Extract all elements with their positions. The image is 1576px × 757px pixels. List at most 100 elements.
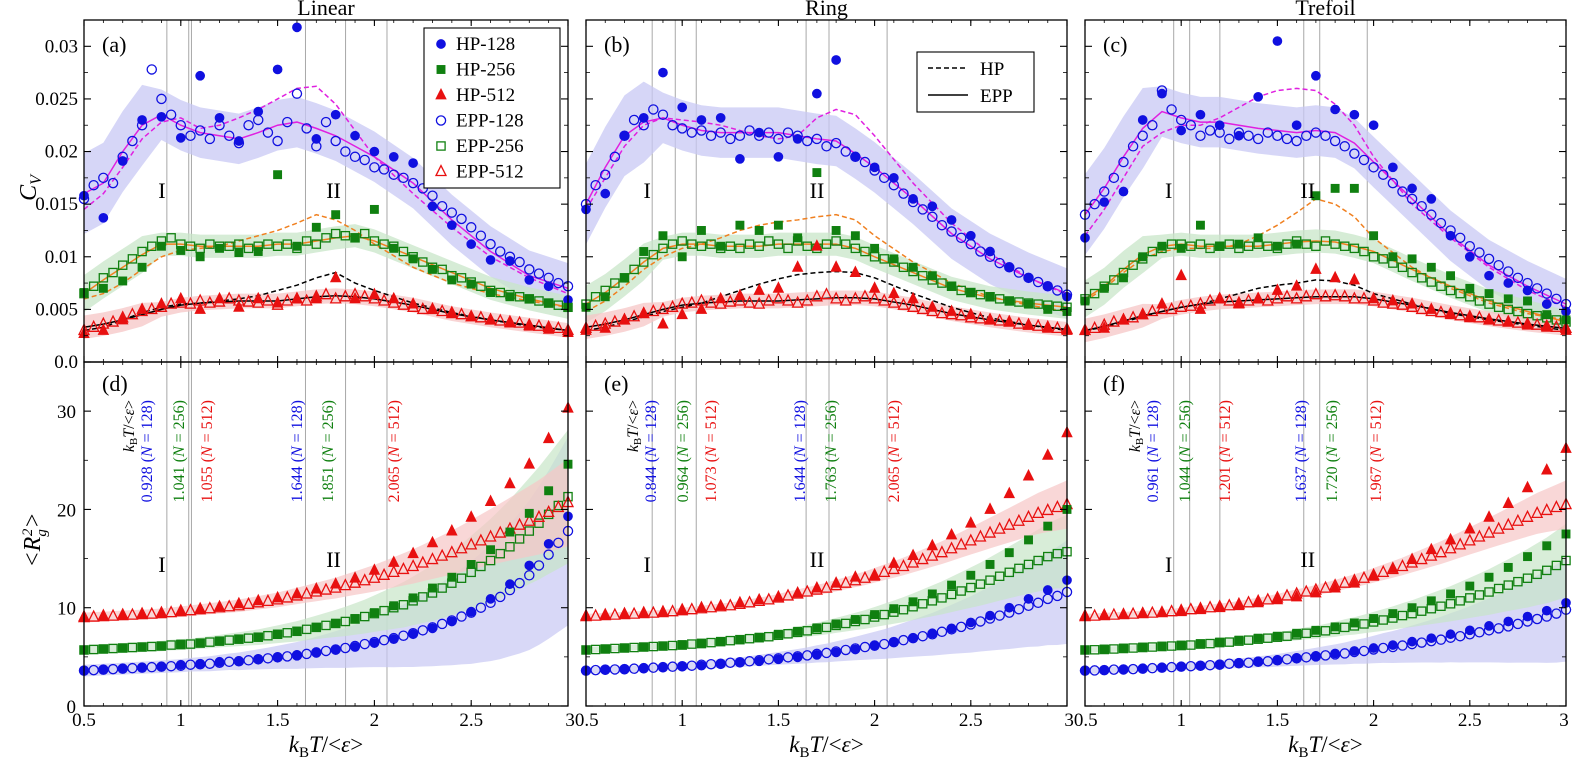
cv-point-hp-n512 [271, 296, 284, 308]
rg-point-epp-n128 [320, 645, 332, 657]
rg-point-hp-n256 [466, 560, 476, 569]
cv-point-epp-n256 [108, 267, 118, 278]
cv-point-epp-n256 [1359, 246, 1369, 257]
rg-point-hp-n256 [889, 604, 899, 614]
cv-point-hp-n128 [850, 151, 861, 162]
transition-label-i-rg: I [644, 552, 651, 577]
rg-point-epp-n256 [437, 583, 447, 593]
rg-point-epp-n128 [359, 638, 370, 650]
cv-point-epp-n128 [859, 156, 871, 168]
cv-point-hp-n128 [1407, 183, 1417, 194]
transition-annotation: 1.041 (N = 256) [171, 400, 188, 502]
cv-point-hp-n256 [1234, 239, 1244, 249]
cv-point-hp-n128 [292, 22, 302, 33]
rg-point-hp-n128 [1368, 643, 1379, 653]
cv-hp-line256 [585, 213, 1068, 313]
cv-point-epp-n128 [1531, 283, 1543, 294]
rg-point-epp-n256 [1320, 626, 1331, 636]
rg-point-hp-n512 [1425, 542, 1438, 555]
cv-point-hp-n512 [329, 270, 342, 283]
rg-point-epp-n512 [907, 555, 920, 568]
cv-point-hp-n128 [965, 230, 976, 241]
cv-point-hp-n128 [1137, 115, 1148, 125]
cv-point-hp-n256 [389, 243, 399, 253]
transition-annotation: 1.044 (N = 256) [1177, 400, 1194, 502]
cv-point-hp-n512 [1425, 302, 1438, 314]
cv-point-epp-n128 [1474, 247, 1485, 258]
rg-point-hp-n128 [1541, 605, 1552, 616]
rg-point-epp-n512 [165, 605, 178, 618]
cv-point-hp-n256 [253, 247, 263, 256]
cv-point-epp-n128 [1339, 141, 1350, 152]
rg-point-epp-n256 [1243, 635, 1254, 645]
cv-point-epp-n256 [696, 241, 707, 251]
cv-point-hp-n256 [1503, 294, 1513, 304]
rg-point-epp-n512 [1396, 559, 1409, 572]
cv-point-epp-n128 [715, 127, 726, 138]
cv-point-hp-n128 [156, 111, 167, 122]
rg-point-hp-n512 [542, 431, 555, 444]
rg-point-epp-n512 [839, 575, 852, 588]
cv-point-hp-n512 [811, 239, 823, 251]
rg-point-hp-n256 [350, 614, 360, 623]
cv-point-epp-n512 [184, 296, 197, 309]
cv-point-hp-n256 [1369, 231, 1379, 241]
cv-epp-line256 [585, 243, 1068, 309]
cv-point-epp-n128 [340, 146, 351, 157]
cv-point-epp-n256 [610, 278, 620, 288]
rg-point-epp-n512 [407, 559, 420, 572]
cv-point-epp-n512 [1184, 298, 1197, 311]
cv-point-epp-n512 [1415, 301, 1428, 315]
cv-point-epp-n256 [185, 241, 196, 251]
cv-point-epp-n512 [203, 295, 216, 308]
cv-point-epp-n256 [263, 239, 273, 249]
cv-point-epp-n256 [1224, 239, 1235, 249]
rg-point-epp-n512 [964, 533, 977, 546]
rg-point-hp-n256 [1272, 631, 1282, 641]
cv-tick-label: 0.01 [45, 247, 78, 268]
cv-point-hp-n128 [1253, 91, 1264, 102]
rg-point-hp-n512 [407, 546, 419, 559]
cv-point-epp-n256 [88, 281, 99, 291]
cv-point-epp-n128 [1310, 127, 1322, 138]
cv-point-hp-n256 [908, 262, 918, 272]
cv-subplot [1078, 36, 1573, 343]
rg-point-hp-n512 [175, 603, 187, 616]
rg-point-epp-n128 [533, 560, 545, 571]
cv-point-epp-n512 [993, 313, 1006, 326]
rg-point-hp-n512 [1464, 522, 1476, 534]
column-title: Linear [297, 0, 355, 20]
cv-point-epp-n256 [1033, 299, 1043, 309]
rg-subplot [1078, 441, 1573, 676]
cv-point-epp-n256 [514, 292, 525, 302]
cv-point-hp-n256 [850, 231, 860, 241]
rg-point-epp-n128 [898, 634, 909, 646]
cv-point-epp-n256 [956, 285, 966, 296]
rg-point-hp-n512 [1022, 468, 1035, 481]
cv-point-hp-n128 [1118, 186, 1129, 197]
x-tick-label: 1.5 [767, 710, 791, 731]
rg-point-hp-n256 [1043, 521, 1053, 531]
rg-point-hp-n128 [156, 661, 167, 672]
cv-point-epp-n256 [437, 264, 447, 275]
cv-point-hp-n128 [524, 275, 535, 285]
cv-point-epp-n128 [533, 268, 545, 279]
rg-point-hp-n512 [310, 582, 323, 594]
cv-point-epp-n128 [763, 127, 775, 138]
cv-point-epp-n256 [638, 257, 649, 267]
rg-point-hp-n256 [428, 583, 437, 593]
cv-point-hp-n512 [465, 309, 477, 322]
cv-point-hp-n512 [1406, 297, 1418, 309]
rg-point-epp-n512 [1107, 607, 1120, 620]
cv-point-epp-n128 [1512, 272, 1524, 284]
transition-annotation: 1.055 (N = 512) [199, 400, 216, 502]
cv-point-hp-n512 [1502, 314, 1515, 327]
rg-point-hp-n256 [215, 636, 224, 646]
cv-point-hp-n256 [1292, 239, 1302, 249]
cv-point-epp-n256 [330, 228, 341, 239]
cv-point-hp-n512 [888, 286, 900, 299]
cv-point-hp-n128 [908, 194, 918, 204]
cv-point-hp-n256 [677, 252, 687, 262]
rg-point-hp-n256 [696, 638, 706, 648]
cv-point-epp-n512 [820, 287, 833, 300]
